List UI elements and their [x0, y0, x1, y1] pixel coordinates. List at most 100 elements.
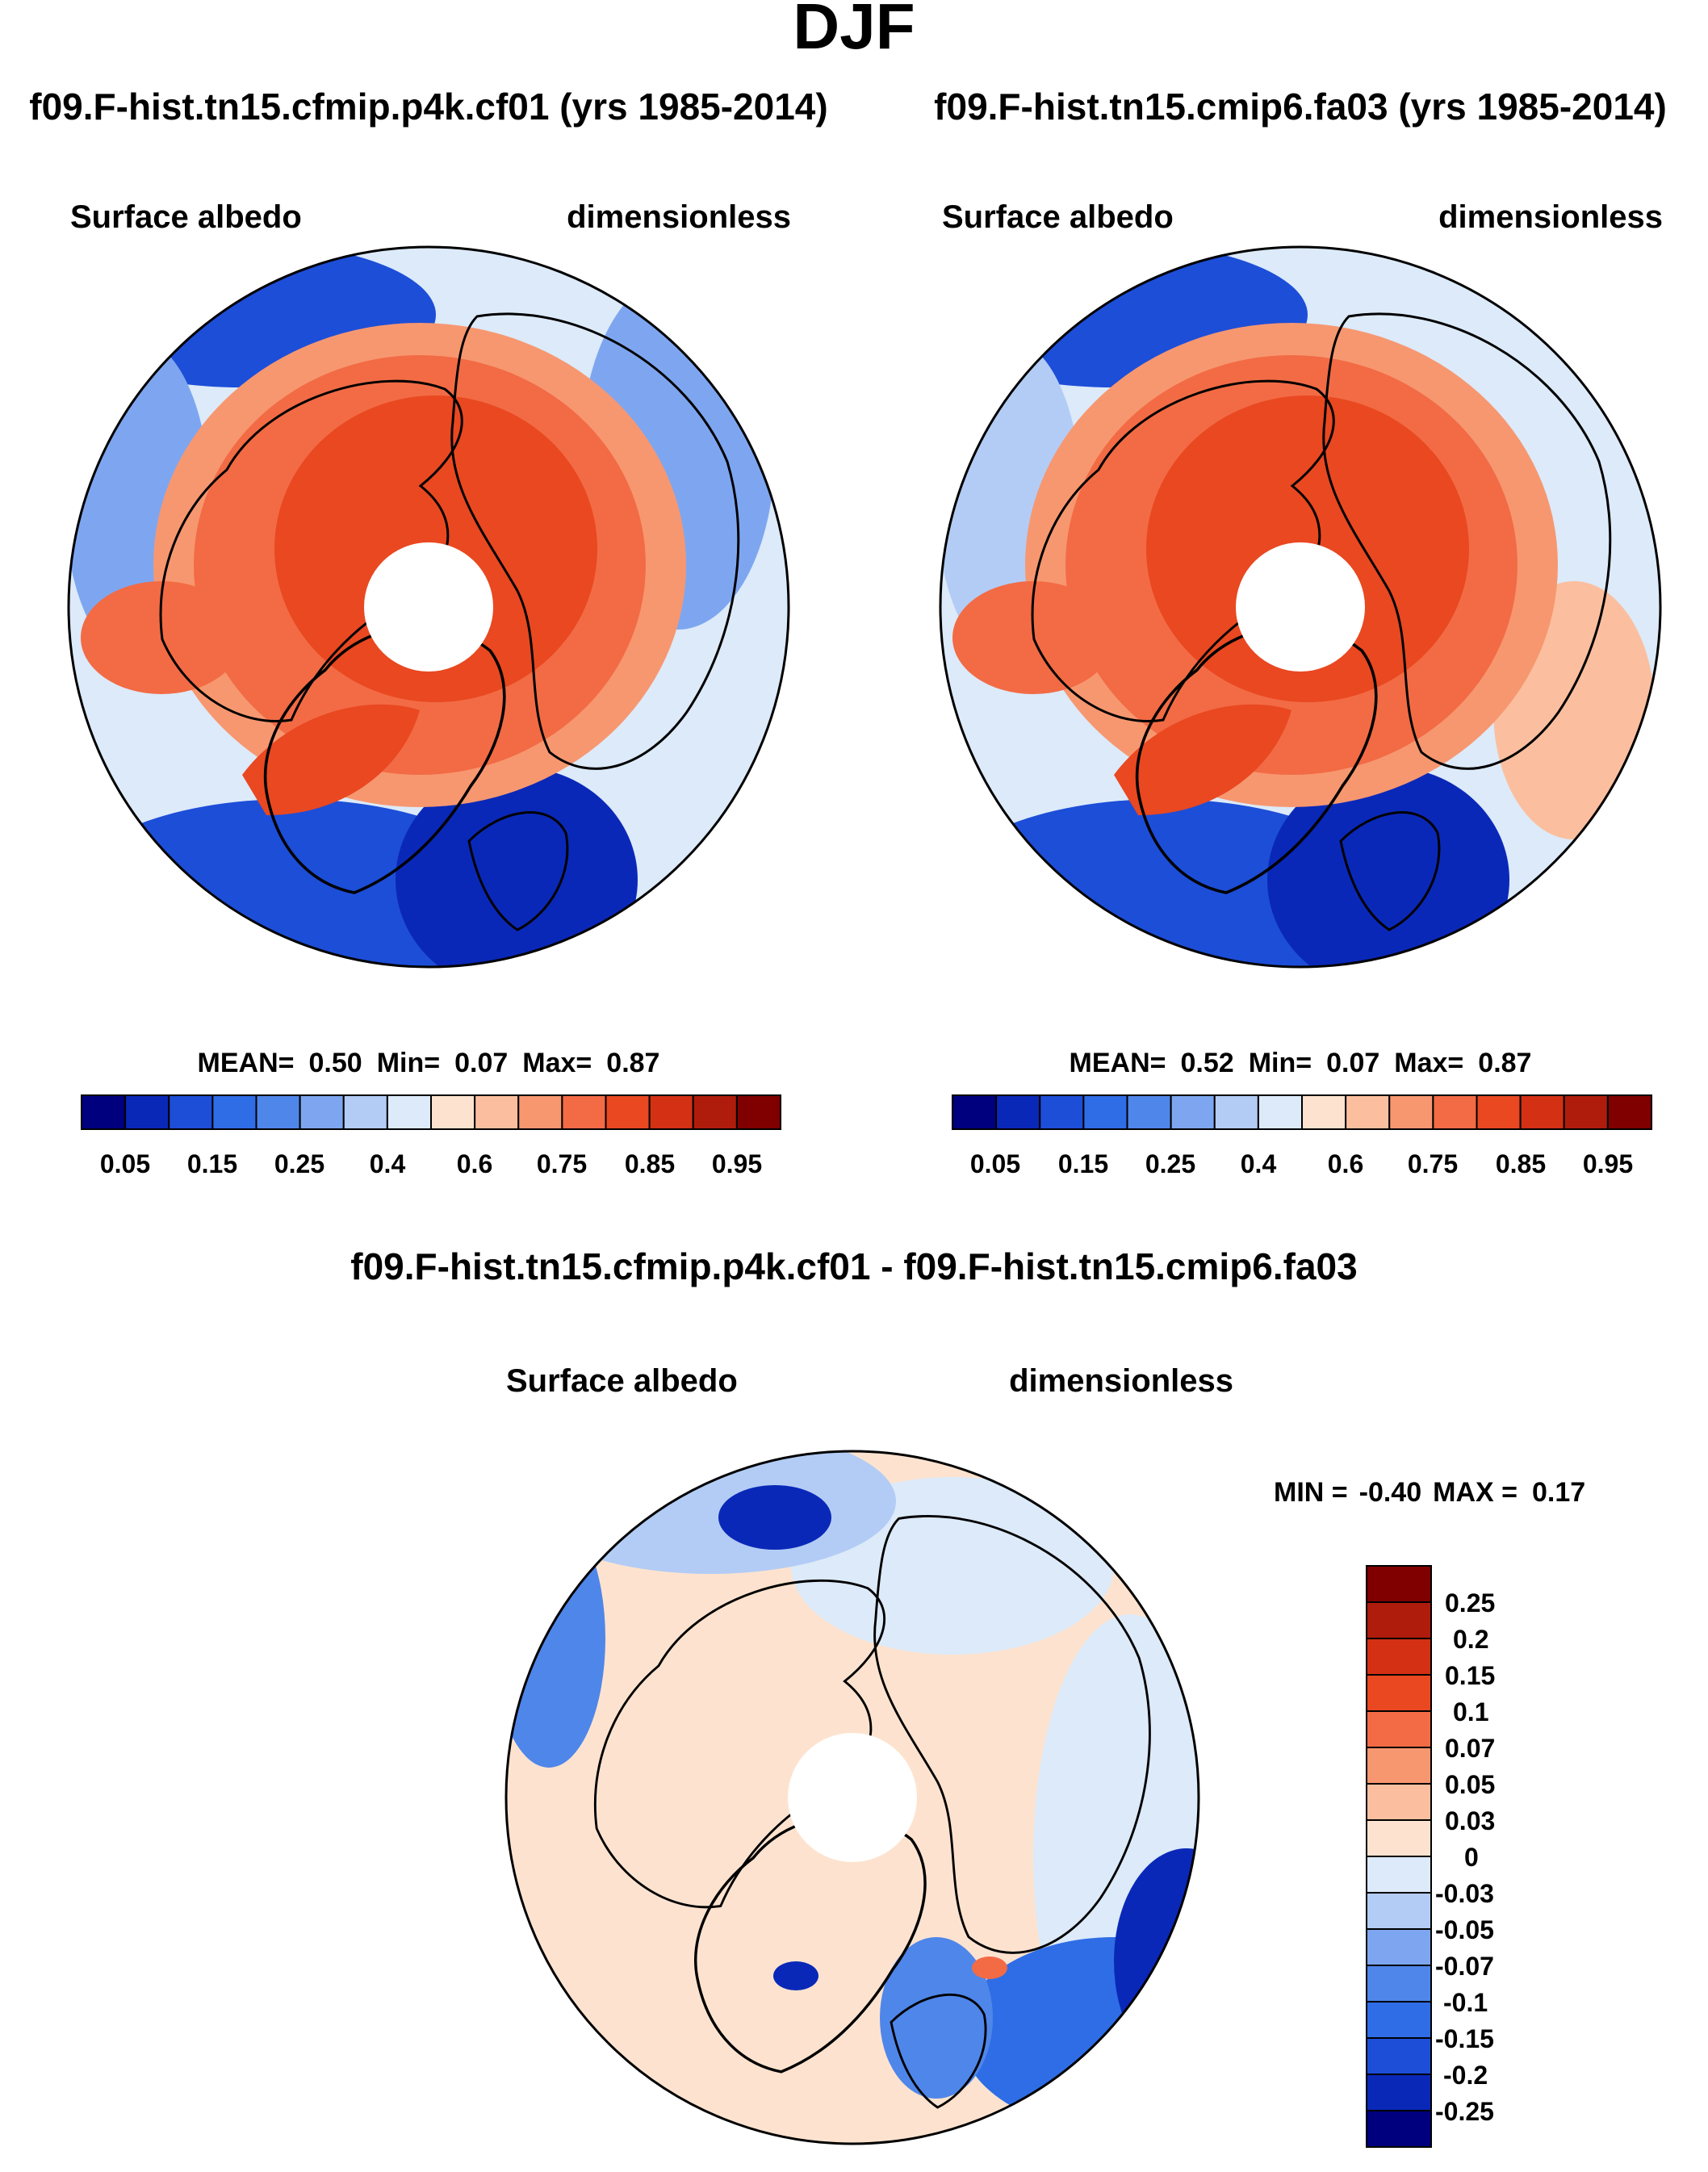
panel-3-tick-label: -0.03	[1435, 1879, 1494, 1908]
panel-1-stats: MEAN= 0.50 Min= 0.07 Max= 0.87	[198, 1048, 660, 1078]
panel-3-colorbar-swatch	[1366, 2074, 1432, 2111]
panel-3-colorbar-swatch	[1366, 2110, 1432, 2148]
panel-3-tick-label: -0.05	[1435, 1915, 1494, 1944]
panel-3-colorbar-swatch	[1366, 1674, 1432, 1712]
panel-3-na-west-negative	[506, 1509, 605, 1768]
panel-1-tick-label: 0.05	[100, 1149, 150, 1178]
panel-3-tick-label: -0.2	[1443, 2061, 1488, 2090]
panel-1-colorbar-swatch	[474, 1094, 520, 1130]
panel-2-colorbar-swatch	[1257, 1094, 1304, 1130]
panel-1-colorbar-swatch	[211, 1094, 257, 1130]
panel-3-colorbar-swatch	[1366, 1819, 1432, 1857]
panel-2-colorbar-swatch	[1432, 1094, 1478, 1130]
panel-2-tick-label: 0.6	[1328, 1149, 1363, 1178]
panel-3-tick-label: 0.03	[1445, 1806, 1495, 1835]
panel-3-colorbar-swatch	[1366, 1747, 1432, 1785]
panel-1-colorbar-ticks: 0.05 0.15 0.25 0.4 0.6 0.75 0.85 0.95	[100, 1149, 762, 1178]
panel-3-pole-hole	[788, 1733, 917, 1862]
panel-2-colorbar-swatch	[1563, 1094, 1609, 1130]
panel-3: f09.F-hist.tn15.cfmip.p4k.cf01 - f09.F-h…	[350, 1245, 1585, 2148]
panel-2-colorbar-swatch	[1388, 1094, 1434, 1130]
panel-3-colorbar-swatch	[1366, 1856, 1432, 1894]
figure-title: DJF	[793, 0, 915, 62]
panel-2-colorbar-swatch	[1476, 1094, 1522, 1130]
panel-3-tick-label: 0.1	[1453, 1697, 1488, 1726]
panel-1-colorbar-swatch	[255, 1094, 301, 1130]
panel-3-tick-label: -0.15	[1435, 2024, 1494, 2053]
panel-1-colorbar-swatch	[81, 1094, 127, 1130]
panel-3-tick-label: 0.05	[1445, 1770, 1495, 1799]
panel-1-colorbar-swatch	[735, 1094, 782, 1130]
panel-3-iceland-negative	[773, 1961, 818, 1990]
panel-2-colorbar-swatch	[952, 1094, 998, 1130]
panel-1-title: f09.F-hist.tn15.cfmip.p4k.cf01 (yrs 1985…	[29, 86, 827, 128]
panel-1-tick-label: 0.6	[457, 1149, 492, 1178]
panel-3-tick-label: 0.07	[1445, 1734, 1495, 1763]
panel-2-tick-label: 0.15	[1058, 1149, 1108, 1178]
panel-1-colorbar-swatch	[168, 1094, 214, 1130]
panel-3-bering-strong-negative	[718, 1485, 831, 1550]
panel-2-colorbar-swatch	[995, 1094, 1041, 1130]
panel-1-variable-label: Surface albedo	[70, 199, 302, 235]
panel-1-colorbar	[81, 1094, 782, 1130]
panel-3-tick-label: -0.07	[1435, 1952, 1494, 1981]
panel-3-colorbar-swatch	[1366, 1892, 1432, 1930]
panel-1-map-border	[67, 245, 790, 969]
panel-1-colorbar-swatch	[692, 1094, 738, 1130]
panel-2-colorbar	[952, 1094, 1653, 1130]
panel-3-colorbar-swatch	[1366, 1965, 1432, 2003]
panel-2-variable-label: Surface albedo	[942, 199, 1174, 235]
panel-2-pole-hole	[1236, 542, 1365, 672]
panel-3-map-border	[504, 1450, 1200, 2145]
panel-1-tick-label: 0.4	[370, 1149, 406, 1178]
panel-2-colorbar-swatch	[1126, 1094, 1172, 1130]
panel-2-tick-label: 0.95	[1583, 1149, 1633, 1178]
panel-2-colorbar-swatch	[1082, 1094, 1128, 1130]
panel-1-colorbar-swatch	[648, 1094, 694, 1130]
panel-2-colorbar-swatch	[1345, 1094, 1391, 1130]
panel-3-colorbar	[1366, 1565, 1432, 2148]
panel-3-siberia-strong-negative	[1114, 1848, 1199, 2074]
panel-1-pole-hole	[364, 542, 493, 672]
panel-1-tick-label: 0.25	[274, 1149, 324, 1178]
panel-1-tick-label: 0.85	[625, 1149, 675, 1178]
panel-2-colorbar-swatch	[1519, 1094, 1565, 1130]
panel-2-colorbar-swatch	[1039, 1094, 1085, 1130]
panel-3-tick-label: 0	[1464, 1843, 1479, 1872]
panel-3-colorbar-swatch	[1366, 1928, 1432, 1966]
panel-1-colorbar-swatch	[342, 1094, 388, 1130]
panel-3-tick-label: 0.2	[1453, 1625, 1488, 1654]
panel-3-stats: MIN = -0.40 MAX = 0.17	[1274, 1477, 1585, 1508]
panel-1-tick-label: 0.75	[537, 1149, 587, 1178]
panel-3-colorbar-swatch	[1366, 1710, 1432, 1748]
panel-2-tick-label: 0.05	[970, 1149, 1020, 1178]
panel-2-units-label: dimensionless	[1438, 199, 1663, 235]
panel-3-colorbar-ticks: 0.25 0.2 0.15 0.1 0.07 0.05 0.03 0 -0.03…	[1435, 1588, 1495, 2126]
panel-3-units-label: dimensionless	[1009, 1363, 1233, 1399]
panel-2-colorbar-swatch	[1213, 1094, 1259, 1130]
panel-1-tick-label: 0.95	[712, 1149, 762, 1178]
panel-3-colorbar-swatch	[1366, 1638, 1432, 1676]
panel-3-colorbar-swatch	[1366, 1601, 1432, 1639]
difference-title: f09.F-hist.tn15.cfmip.p4k.cf01 - f09.F-h…	[350, 1245, 1357, 1287]
panel-2-tick-label: 0.4	[1241, 1149, 1277, 1178]
panel-3-tick-label: 0.15	[1445, 1661, 1495, 1690]
panel-3-colorbar-swatch	[1366, 2001, 1432, 2039]
panel-2-colorbar-ticks: 0.05 0.15 0.25 0.4 0.6 0.75 0.85 0.95	[970, 1149, 1633, 1178]
panel-1-colorbar-swatch	[299, 1094, 345, 1130]
panel-3-scandinavia-negative	[880, 1937, 993, 2099]
panel-1-colorbar-swatch	[605, 1094, 651, 1130]
panel-3-tick-label: 0.25	[1445, 1588, 1495, 1617]
panel-1-colorbar-swatch	[430, 1094, 476, 1130]
panel-3-variable-label: Surface albedo	[506, 1363, 738, 1399]
panel-1-tick-label: 0.15	[187, 1149, 237, 1178]
panel-2-tick-label: 0.75	[1408, 1149, 1458, 1178]
panel-1-greenland-ice	[242, 704, 420, 815]
panel-3-tick-label: -0.1	[1443, 1988, 1488, 2017]
panel-3-colorbar-swatch	[1366, 1783, 1432, 1821]
panel-2-colorbar-swatch	[1606, 1094, 1653, 1130]
panel-2-tick-label: 0.85	[1496, 1149, 1546, 1178]
panel-2-stats: MEAN= 0.52 Min= 0.07 Max= 0.87	[1070, 1048, 1532, 1078]
panel-2: f09.F-hist.tn15.cmip6.fa03 (yrs 1985-201…	[934, 86, 1667, 1178]
